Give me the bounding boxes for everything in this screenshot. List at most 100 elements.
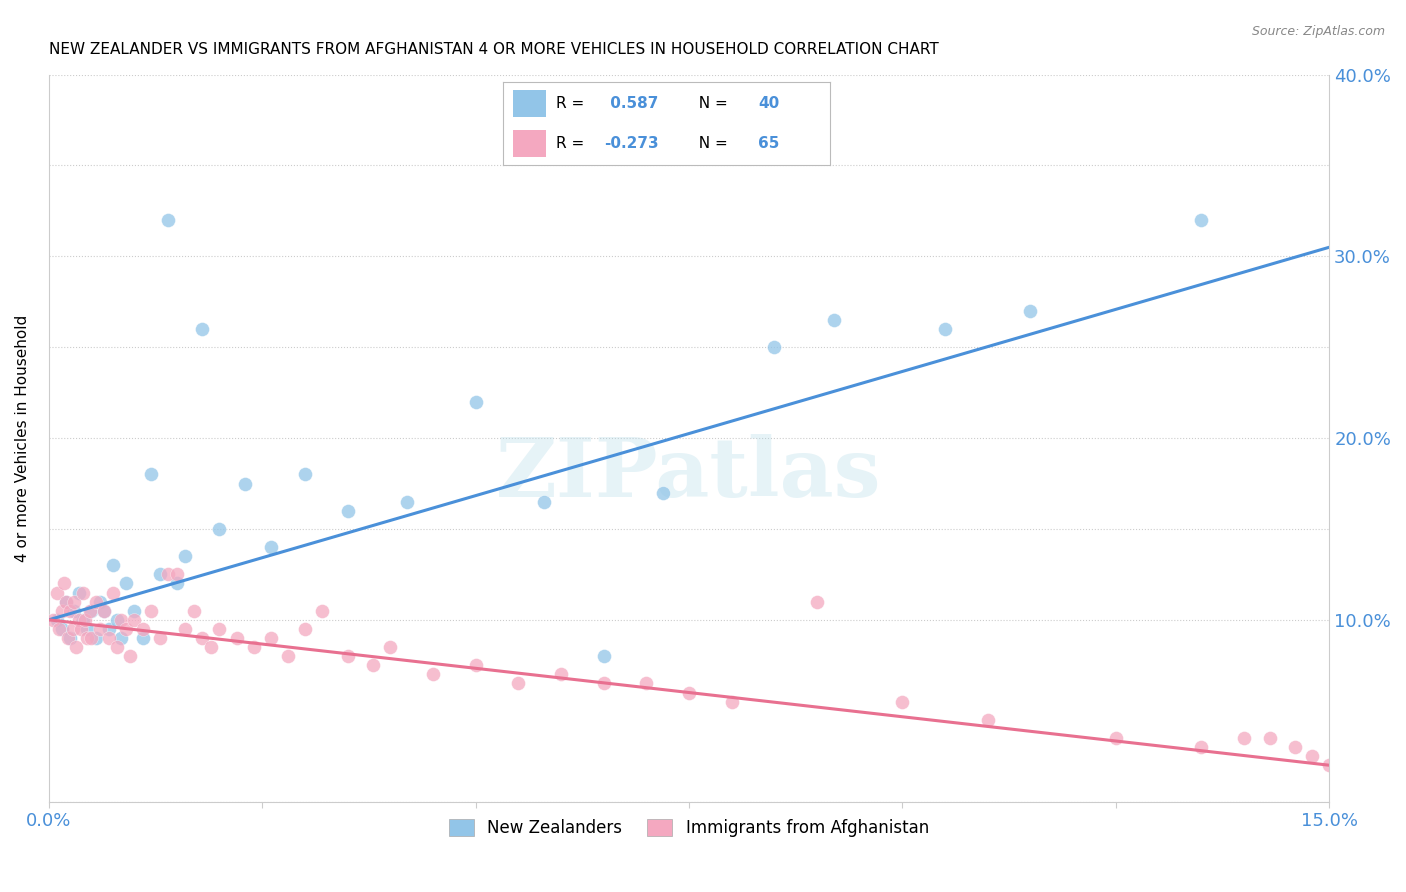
Point — [763, 340, 786, 354]
Point — [636, 676, 658, 690]
Point — [464, 394, 486, 409]
Point — [977, 713, 1000, 727]
Point — [122, 613, 145, 627]
Point — [720, 695, 742, 709]
Point — [62, 622, 84, 636]
Point — [118, 649, 141, 664]
Point — [149, 567, 172, 582]
Point — [1233, 731, 1256, 745]
Point — [131, 622, 153, 636]
Point — [80, 604, 103, 618]
Point — [183, 604, 205, 618]
Point — [46, 585, 69, 599]
Point — [396, 494, 419, 508]
Text: NEW ZEALANDER VS IMMIGRANTS FROM AFGHANISTAN 4 OR MORE VEHICLES IN HOUSEHOLD COR: NEW ZEALANDER VS IMMIGRANTS FROM AFGHANI… — [49, 42, 938, 57]
Point — [51, 604, 73, 618]
Point — [1284, 740, 1306, 755]
Point — [110, 631, 132, 645]
Point — [84, 631, 107, 645]
Point — [157, 567, 180, 582]
Point — [55, 595, 77, 609]
Point — [67, 613, 90, 627]
Point — [592, 676, 614, 690]
Point — [174, 622, 197, 636]
Point — [105, 613, 128, 627]
Point — [63, 604, 86, 618]
Point — [1019, 304, 1042, 318]
Point — [59, 604, 82, 618]
Point — [80, 631, 103, 645]
Point — [678, 685, 700, 699]
Point — [110, 613, 132, 627]
Point — [42, 613, 65, 627]
Point — [208, 622, 231, 636]
Point — [97, 631, 120, 645]
Point — [157, 213, 180, 227]
Point — [191, 631, 214, 645]
Point — [380, 640, 402, 654]
Point — [550, 667, 572, 681]
Point — [652, 485, 675, 500]
Point — [336, 504, 359, 518]
Point — [73, 613, 96, 627]
Point — [592, 649, 614, 664]
Point — [65, 640, 87, 654]
Point — [422, 667, 444, 681]
Point — [101, 585, 124, 599]
Point — [1258, 731, 1281, 745]
Point — [101, 558, 124, 573]
Point — [823, 313, 845, 327]
Point — [141, 604, 163, 618]
Point — [84, 595, 107, 609]
Point — [294, 467, 316, 482]
Point — [89, 595, 111, 609]
Point — [1189, 213, 1212, 227]
Point — [59, 631, 82, 645]
Y-axis label: 4 or more Vehicles in Household: 4 or more Vehicles in Household — [15, 315, 30, 562]
Point — [48, 622, 70, 636]
Point — [166, 576, 188, 591]
Point — [122, 604, 145, 618]
Point — [191, 322, 214, 336]
Point — [208, 522, 231, 536]
Point — [260, 540, 283, 554]
Point — [93, 604, 115, 618]
Point — [200, 640, 222, 654]
Point — [277, 649, 299, 664]
Point — [464, 658, 486, 673]
Point — [72, 613, 94, 627]
Point — [242, 640, 264, 654]
Point — [55, 595, 77, 609]
Point — [79, 604, 101, 618]
Point — [76, 631, 98, 645]
Point — [72, 585, 94, 599]
Text: ZIPatlas: ZIPatlas — [496, 434, 882, 515]
Point — [336, 649, 359, 664]
Point — [141, 467, 163, 482]
Point — [131, 631, 153, 645]
Point — [260, 631, 283, 645]
Point — [93, 604, 115, 618]
Point — [46, 613, 69, 627]
Point — [233, 476, 256, 491]
Point — [1189, 740, 1212, 755]
Point — [294, 622, 316, 636]
Legend: New Zealanders, Immigrants from Afghanistan: New Zealanders, Immigrants from Afghanis… — [443, 813, 935, 844]
Point — [70, 622, 93, 636]
Point — [67, 585, 90, 599]
Point — [51, 622, 73, 636]
Point — [361, 658, 384, 673]
Point — [533, 494, 555, 508]
Point — [63, 595, 86, 609]
Point — [806, 595, 828, 609]
Point — [1317, 758, 1340, 772]
Point — [97, 622, 120, 636]
Point — [114, 576, 136, 591]
Point — [76, 622, 98, 636]
Point — [105, 640, 128, 654]
Point — [89, 622, 111, 636]
Point — [149, 631, 172, 645]
Point — [56, 631, 79, 645]
Point — [166, 567, 188, 582]
Point — [53, 576, 76, 591]
